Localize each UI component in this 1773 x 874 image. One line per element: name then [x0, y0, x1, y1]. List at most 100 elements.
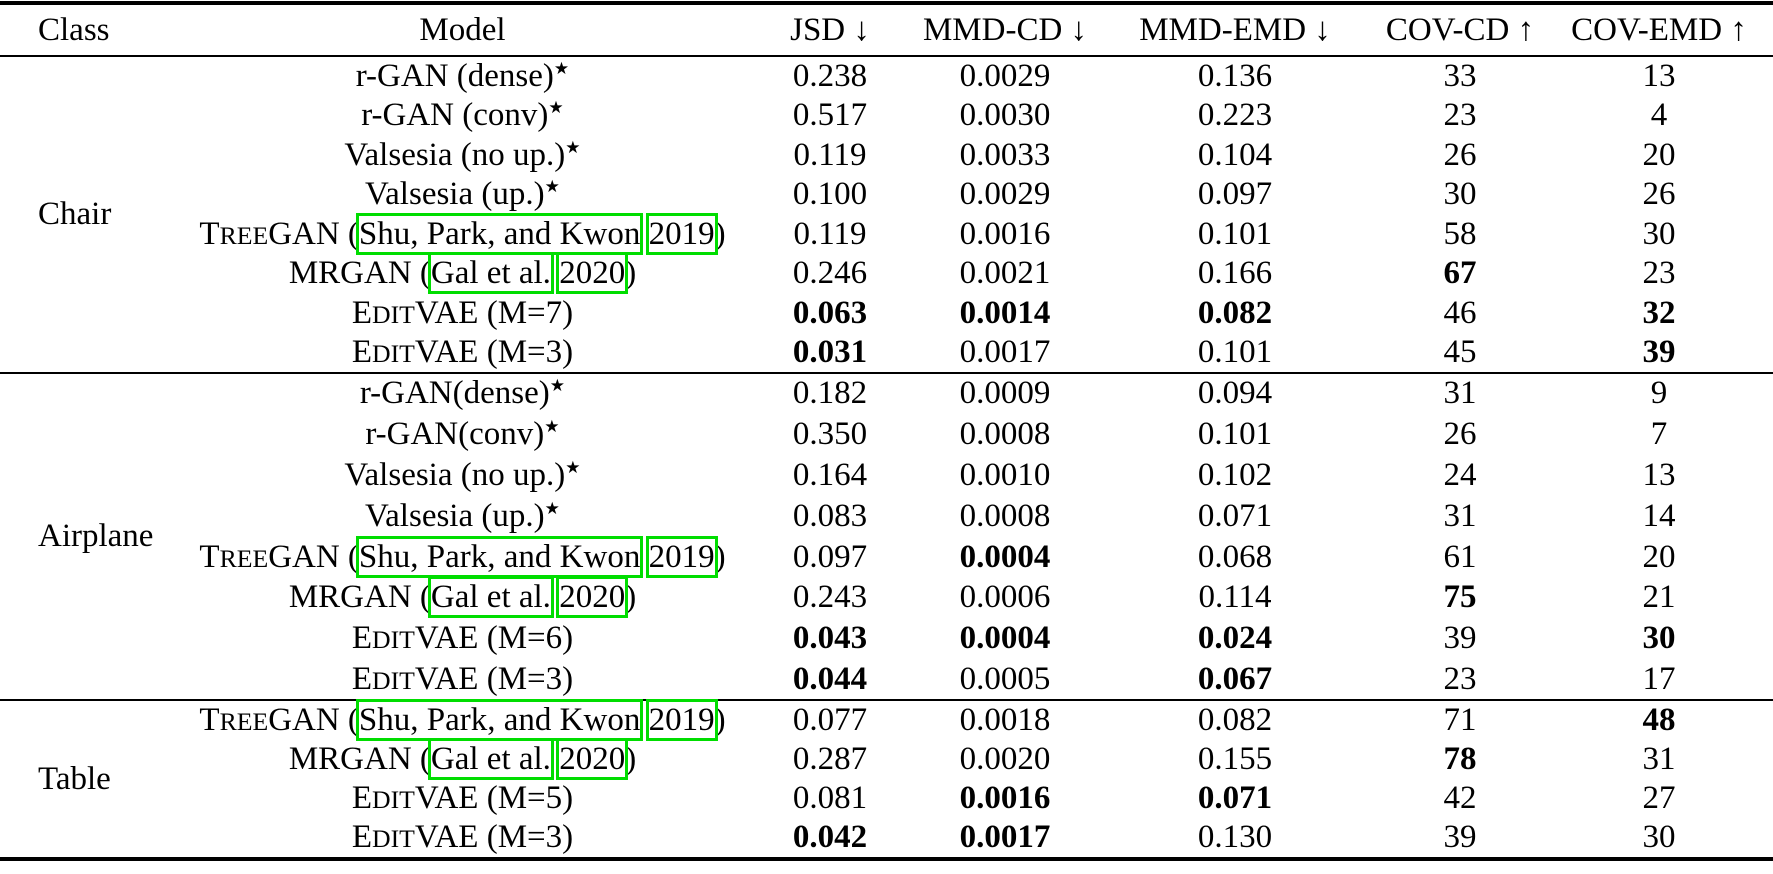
metric-value: 0.517	[792, 97, 868, 134]
column-header-cov-emd: COV-EMD ↑	[1545, 3, 1773, 57]
section-airplane: Airplane r-GAN(dense)★ 0.182 0.0009 0.094 31 9…	[0, 373, 1773, 700]
metric-value: 0.130	[1197, 819, 1273, 856]
metric-value: 31	[1443, 497, 1477, 534]
model-cell: TREEGAN (Shu, Park, and Kwon 2019)	[180, 535, 745, 578]
metric-value: 0.0010	[959, 456, 1051, 493]
model-cell: r-GAN (dense)★	[180, 56, 745, 96]
metric-value: 0.223	[1197, 97, 1273, 134]
metric-value: 0.0006	[959, 579, 1051, 616]
metric-value: 7	[1650, 415, 1668, 452]
model-cell: Valsesia (no up.)★	[180, 136, 745, 176]
metric-value: 30	[1443, 176, 1477, 213]
table-row: EDITVAE (M=3) 0.031 0.0017 0.101 45 39	[0, 333, 1773, 373]
metric-value: 0.097	[792, 538, 868, 575]
metric-value: 0.094	[1197, 375, 1273, 412]
model-name-text	[551, 579, 559, 615]
citation-link[interactable]: 2019	[645, 535, 718, 578]
metric-value: 26	[1443, 136, 1477, 173]
metric-value: 0.097	[1197, 176, 1273, 213]
metric-value: 0.0008	[959, 415, 1051, 452]
star-superscript-icon: ★	[553, 59, 570, 78]
model-cell: EDITVAE (M=7)	[180, 294, 745, 334]
model-name-text: r-GAN(conv)	[365, 415, 545, 452]
small-caps-text: DIT	[372, 785, 415, 815]
metric-value: 0.164	[792, 456, 868, 493]
metric-value: 0.166	[1197, 255, 1273, 292]
citation-link[interactable]: Shu, Park, and Kwon	[355, 212, 644, 255]
metric-value: 31	[1443, 375, 1477, 412]
metric-value: 0.243	[792, 579, 868, 616]
small-caps-text: REE	[219, 707, 269, 737]
metric-value: 13	[1642, 58, 1676, 94]
citation-link[interactable]: Gal et al.	[427, 252, 554, 295]
small-caps-text: DIT	[372, 824, 415, 854]
metric-value: 39	[1443, 819, 1477, 856]
table-header: Class Model JSD ↓ MMD-CD ↓ MMD-EMD ↓ COV…	[0, 3, 1773, 57]
model-name-text: T	[199, 538, 220, 575]
table-row: MRGAN (Gal et al. 2020) 0.246 0.0021 0.166 6…	[0, 252, 1773, 295]
section-chair: Chair r-GAN (dense)★ 0.238 0.0029 0.136 33 13 r…	[0, 56, 1773, 373]
model-name-text	[640, 539, 648, 575]
model-cell: MRGAN (Gal et al. 2020)	[180, 576, 745, 619]
citation-link[interactable]: 2020	[556, 738, 629, 781]
citation-link[interactable]: Gal et al.	[427, 576, 554, 619]
metric-value: 30	[1642, 620, 1676, 657]
model-name-text: E	[351, 620, 373, 657]
model-name-text: T	[199, 215, 220, 252]
model-cell: EDITVAE (M=3)	[180, 659, 745, 700]
small-caps-text: DIT	[372, 299, 415, 329]
table-row: Airplane r-GAN(dense)★ 0.182 0.0009 0.094 31 9	[0, 373, 1773, 554]
metric-value: 0.287	[792, 741, 868, 778]
class-label: Airplane	[38, 518, 154, 555]
small-caps-text: REE	[219, 220, 269, 250]
metric-value: 0.136	[1197, 58, 1273, 94]
metric-value: 31	[1642, 741, 1676, 778]
citation-link[interactable]: Shu, Park, and Kwon	[355, 699, 644, 742]
star-superscript-icon: ★	[549, 376, 566, 396]
metric-value: 0.083	[792, 497, 868, 534]
metric-value: 0.0008	[959, 497, 1051, 534]
model-cell: Valsesia (no up.)★	[180, 455, 745, 496]
metric-value: 0.0029	[959, 176, 1051, 213]
metric-value: 75	[1443, 579, 1477, 616]
metric-value: 0.067	[1197, 660, 1273, 697]
model-name-text: E	[351, 819, 373, 856]
metric-value: 0.119	[793, 136, 867, 173]
metric-value: 0.0016	[959, 780, 1051, 817]
citation-link[interactable]: 2019	[645, 699, 718, 742]
metric-value: 48	[1642, 702, 1676, 739]
citation-link[interactable]: Gal et al.	[427, 738, 554, 781]
citation-link[interactable]: Shu, Park, and Kwon	[355, 535, 644, 578]
model-cell: Valsesia (up.)★	[180, 175, 745, 215]
citation-link[interactable]: 2020	[556, 252, 629, 295]
model-name-text: VAE (M=7)	[414, 294, 574, 331]
metric-value: 0.071	[1197, 780, 1273, 817]
model-name-text: Valsesia (no up.)	[344, 456, 566, 493]
metric-value: 24	[1443, 456, 1477, 493]
header-row: Class Model JSD ↓ MMD-CD ↓ MMD-EMD ↓ COV…	[0, 3, 1773, 57]
metric-value: 0.0033	[959, 136, 1051, 173]
citation-link[interactable]: 2019	[645, 212, 718, 255]
model-name-text: E	[351, 660, 373, 697]
citation-link[interactable]: 2020	[556, 576, 629, 619]
table-row: Valsesia (no up.)★ 0.119 0.0033 0.104 26 20	[0, 136, 1773, 176]
model-cell: TREEGAN (Shu, Park, and Kwon 2019)	[180, 212, 745, 255]
model-name-text: GAN (	[268, 538, 359, 575]
metric-value: 30	[1642, 819, 1676, 856]
model-cell: MRGAN (Gal et al. 2020)	[180, 252, 745, 295]
metric-value: 46	[1443, 294, 1477, 331]
table-row: Valsesia (up.)★ 0.100 0.0029 0.097 30 26	[0, 175, 1773, 215]
metric-value: 39	[1443, 620, 1477, 657]
metric-value: 20	[1642, 136, 1676, 173]
model-name-text: VAE (M=3)	[414, 819, 574, 856]
metric-value: 78	[1443, 741, 1477, 778]
model-name-text: Valsesia (up.)	[364, 176, 545, 213]
table-row: Valsesia (up.)★ 0.083 0.0008 0.071 31 14	[0, 496, 1773, 537]
model-cell: TREEGAN (Shu, Park, and Kwon 2019)	[180, 699, 745, 742]
table-row: r-GAN (conv)★ 0.517 0.0030 0.223 23 4	[0, 96, 1773, 136]
model-name-text: MRGAN (	[288, 579, 431, 616]
metric-value: 13	[1642, 456, 1676, 493]
model-name-text: T	[199, 702, 220, 739]
table-row: r-GAN(conv)★ 0.350 0.0008 0.101 26 7	[0, 414, 1773, 455]
metric-value: 23	[1443, 660, 1477, 697]
